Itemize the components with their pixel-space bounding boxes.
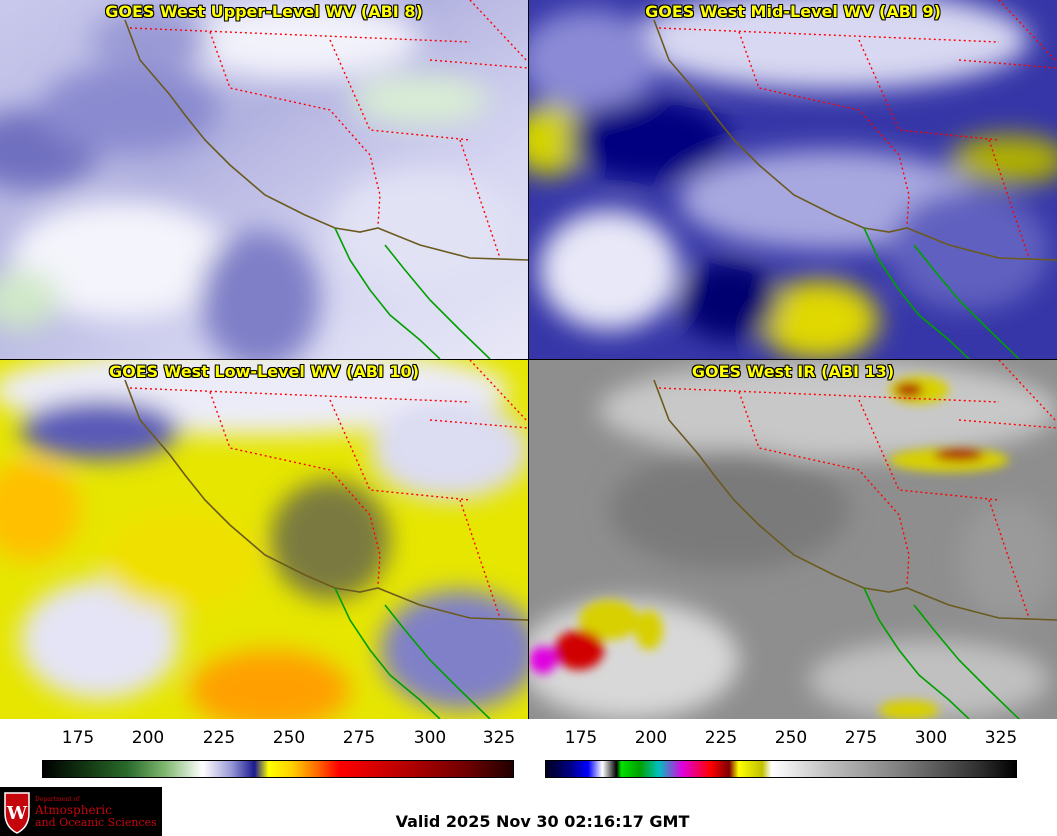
ir-tick-label: 225 (704, 728, 738, 748)
ir-tick-label: 300 (914, 728, 948, 748)
aos-logo: W Department of Atmospheric and Oceanic … (0, 787, 162, 836)
panel-title: GOES West IR (ABI 13) (691, 362, 895, 381)
low-level-wv-image (0, 360, 528, 719)
mexico-coastline (334, 587, 491, 719)
mexico-coastline (863, 587, 1020, 719)
ir-image (529, 360, 1057, 719)
valid-time: Valid 2025 Nov 30 02:16:17 GMT (395, 812, 690, 831)
panel-mid-level-wv: GOES West Mid-Level WV (ABI 9) (529, 0, 1057, 359)
panel-low-level-wv: GOES West Low-Level WV (ABI 10) (0, 360, 528, 719)
ir-colorbar: 175 200 225 250 275 300 325 (529, 722, 1057, 782)
state-borders (129, 360, 528, 619)
panel-title: GOES West Low-Level WV (ABI 10) (108, 362, 419, 381)
panel-title: GOES West Upper-Level WV (ABI 8) (105, 2, 423, 21)
wv-tick-label: 300 (413, 728, 447, 748)
state-borders (658, 0, 1057, 259)
wv-colorbar-ticks: 175 200 225 250 275 300 325 (0, 728, 528, 750)
mexico-coastline (334, 227, 491, 359)
ir-tick-label: 250 (774, 728, 808, 748)
coastline (653, 19, 1057, 261)
wv-tick-label: 250 (272, 728, 306, 748)
ir-tick-label: 325 (984, 728, 1018, 748)
mid-level-wv-image (529, 0, 1057, 359)
wv-tick-label: 275 (342, 728, 376, 748)
wv-tick-label: 175 (61, 728, 95, 748)
ir-tick-label: 175 (564, 728, 598, 748)
state-borders (129, 0, 528, 259)
coastline (653, 379, 1057, 621)
wv-colorbar-gradient (42, 760, 514, 778)
panel-divider-horizontal (0, 359, 1057, 360)
panel-title: GOES West Mid-Level WV (ABI 9) (645, 2, 941, 21)
ir-tick-label: 275 (844, 728, 878, 748)
svg-text:W: W (6, 803, 28, 824)
coastline (124, 19, 528, 261)
coastline (124, 379, 528, 621)
ir-colorbar-gradient (545, 760, 1017, 778)
panel-upper-level-wv: GOES West Upper-Level WV (ABI 8) (0, 0, 528, 359)
logo-dept-line: Department of (35, 796, 80, 803)
uw-shield-icon: W (4, 792, 30, 834)
wv-tick-label: 225 (202, 728, 236, 748)
logo-atmospheric-line: Atmospheric (35, 803, 112, 817)
mexico-coastline (863, 227, 1020, 359)
panel-ir: GOES West IR (ABI 13) (529, 360, 1057, 719)
wv-tick-label: 325 (482, 728, 516, 748)
logo-oceanic-line: and Oceanic Sciences (35, 816, 157, 829)
wv-colorbar: 175 200 225 250 275 300 325 (0, 722, 528, 782)
ir-colorbar-ticks: 175 200 225 250 275 300 325 (529, 728, 1057, 750)
ir-tick-label: 200 (634, 728, 668, 748)
wv-tick-label: 200 (131, 728, 165, 748)
state-borders (658, 360, 1057, 619)
upper-level-wv-image (0, 0, 528, 359)
